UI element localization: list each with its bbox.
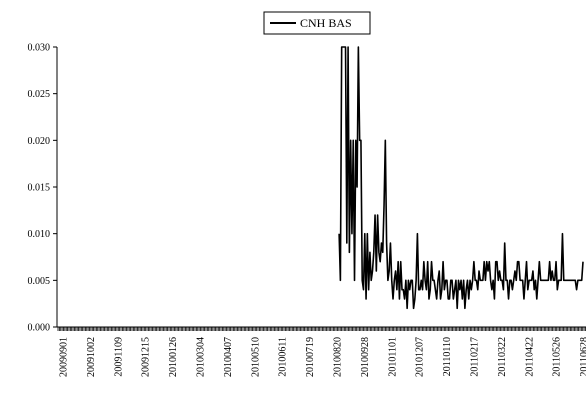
- legend-label: CNH BAS: [300, 16, 352, 30]
- x-tick-label: 20100304: [196, 337, 207, 377]
- plot-area: [338, 46, 584, 310]
- x-tick-label: 20100820: [333, 337, 344, 377]
- x-axis: 20090901 20091002 20091109 20091215 20100126…: [57, 326, 586, 377]
- x-tick-label: 20110422: [524, 337, 535, 377]
- x-tick-label: 20110628: [579, 337, 586, 377]
- x-tick-label: 20100928: [360, 337, 371, 377]
- y-tick-label: 0.025: [28, 89, 51, 100]
- y-tick-label: 0.020: [28, 136, 51, 147]
- legend-box: [263, 11, 371, 35]
- x-tick-label: 20101207: [415, 337, 426, 377]
- series-line-cnh-bas: [338, 46, 584, 310]
- x-tick-label: 20110322: [497, 337, 508, 377]
- y-axis: 0.000 0.005 0.010 0.015 0.020 0.025 0.030: [28, 43, 58, 334]
- legend: CNH BAS: [263, 11, 371, 35]
- x-tick-label: 20100719: [305, 337, 316, 377]
- x-tick-label: 20101101: [387, 337, 398, 377]
- y-tick-label: 0.010: [28, 229, 51, 240]
- x-tick-label: 20110110: [442, 337, 453, 376]
- x-tick-label: 20100126: [168, 337, 179, 377]
- x-tick-label: 20110526: [552, 337, 563, 377]
- x-tick-label: 20110217: [470, 337, 481, 377]
- x-tick-label: 20091002: [86, 337, 97, 377]
- y-tick-label: 0.005: [28, 276, 51, 287]
- y-tick-label: 0.015: [28, 183, 51, 194]
- x-tick-label: 20091215: [141, 337, 152, 377]
- y-tick-label: 0.000: [28, 323, 51, 334]
- x-tick-label: 20091109: [113, 337, 124, 377]
- x-tick-label: 20100510: [250, 337, 261, 377]
- x-tick-label: 20100611: [278, 337, 289, 377]
- y-tick-label: 0.030: [28, 43, 51, 54]
- x-tick-label: 20090901: [59, 337, 70, 377]
- x-tick-label: 20100407: [223, 337, 234, 377]
